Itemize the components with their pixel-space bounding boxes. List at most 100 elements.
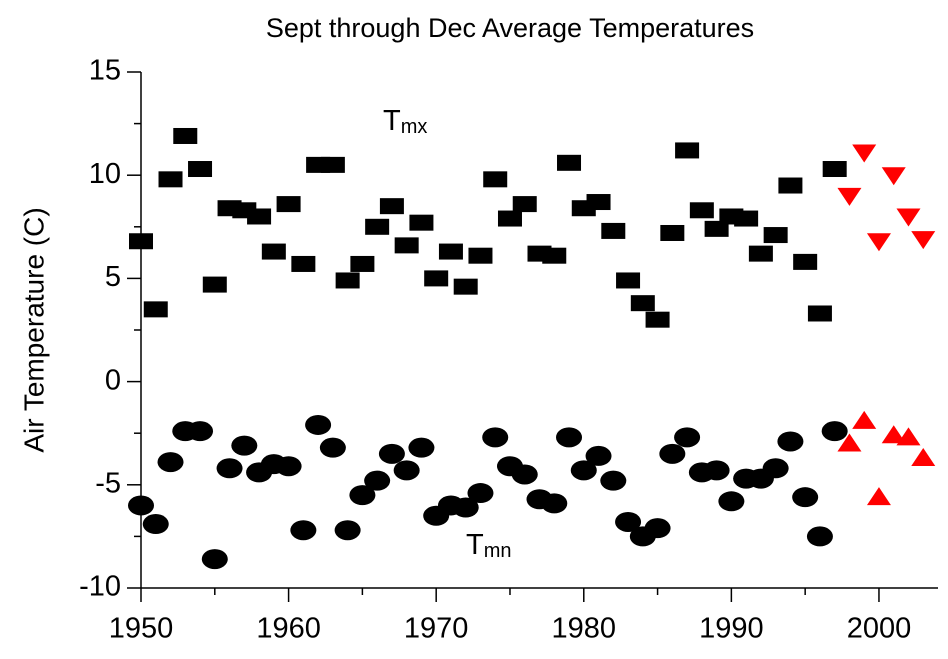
point bbox=[630, 295, 655, 312]
point bbox=[586, 194, 611, 211]
point bbox=[896, 427, 921, 446]
point bbox=[615, 511, 642, 532]
point bbox=[452, 497, 479, 518]
x-tick-label: 1980 bbox=[552, 613, 617, 645]
point bbox=[866, 233, 891, 252]
point bbox=[201, 549, 228, 570]
point bbox=[305, 414, 332, 435]
point bbox=[143, 301, 168, 318]
point bbox=[202, 276, 227, 293]
point bbox=[807, 305, 832, 322]
point bbox=[393, 460, 420, 481]
point bbox=[703, 460, 730, 481]
point bbox=[911, 231, 936, 250]
point bbox=[276, 196, 301, 213]
annotation: Tmn bbox=[466, 529, 512, 563]
point bbox=[379, 198, 404, 215]
point bbox=[157, 452, 184, 473]
point bbox=[718, 491, 745, 512]
x-tick-label: 1970 bbox=[404, 613, 469, 645]
x-tick-label: 1960 bbox=[256, 613, 321, 645]
point bbox=[852, 410, 877, 429]
point bbox=[556, 427, 583, 448]
point bbox=[601, 222, 626, 239]
point bbox=[188, 161, 213, 178]
point bbox=[187, 421, 214, 442]
point bbox=[231, 435, 258, 456]
annotation-sub: mn bbox=[484, 540, 512, 562]
annotation: Tmx bbox=[383, 105, 427, 139]
point bbox=[128, 495, 154, 516]
point bbox=[453, 278, 478, 295]
point bbox=[852, 144, 877, 163]
x-tick-label: 1950 bbox=[109, 613, 174, 645]
point bbox=[378, 443, 405, 464]
point bbox=[762, 458, 789, 479]
point bbox=[793, 253, 818, 270]
point bbox=[748, 245, 773, 262]
point bbox=[616, 272, 641, 289]
point bbox=[335, 272, 360, 289]
point bbox=[778, 177, 803, 194]
point bbox=[511, 464, 538, 485]
point bbox=[821, 421, 848, 442]
point bbox=[763, 227, 788, 244]
point bbox=[674, 427, 701, 448]
point bbox=[275, 456, 302, 477]
point bbox=[644, 518, 671, 539]
point bbox=[216, 458, 243, 479]
y-tick-label: -10 bbox=[79, 571, 121, 603]
point bbox=[320, 156, 345, 173]
point bbox=[482, 427, 509, 448]
point bbox=[261, 243, 286, 260]
x-tick-label: 2000 bbox=[847, 613, 912, 645]
point bbox=[290, 520, 317, 541]
point bbox=[364, 470, 391, 491]
point bbox=[600, 470, 627, 491]
point bbox=[409, 214, 434, 231]
point bbox=[291, 255, 316, 272]
point bbox=[866, 487, 891, 506]
point bbox=[365, 218, 390, 235]
point bbox=[911, 447, 936, 466]
point bbox=[483, 171, 508, 188]
point bbox=[512, 196, 537, 213]
point bbox=[822, 161, 847, 178]
point bbox=[142, 514, 169, 535]
point bbox=[792, 487, 819, 508]
y-tick-label: 0 bbox=[105, 364, 121, 396]
point bbox=[645, 311, 670, 328]
point bbox=[585, 445, 612, 466]
point bbox=[438, 243, 463, 260]
annotation-sub: mx bbox=[401, 116, 428, 138]
y-tick-label: 5 bbox=[105, 261, 121, 293]
chart-title: Sept through Dec Average Temperatures bbox=[266, 13, 754, 43]
point bbox=[158, 171, 183, 188]
point bbox=[896, 208, 921, 227]
point bbox=[349, 485, 376, 506]
point bbox=[541, 493, 568, 514]
point bbox=[247, 208, 272, 225]
point bbox=[806, 526, 833, 547]
x-tick-label: 1990 bbox=[699, 613, 764, 645]
annotation-main: T bbox=[383, 105, 401, 137]
point bbox=[704, 220, 729, 237]
point bbox=[734, 210, 759, 227]
y-tick-label: 10 bbox=[89, 158, 121, 190]
point bbox=[837, 187, 862, 206]
point bbox=[881, 425, 906, 444]
point bbox=[881, 167, 906, 186]
point bbox=[689, 202, 714, 219]
point bbox=[660, 224, 685, 241]
point bbox=[350, 255, 375, 272]
point bbox=[334, 520, 361, 541]
point bbox=[675, 142, 700, 159]
point bbox=[394, 237, 419, 254]
point bbox=[467, 483, 494, 504]
point bbox=[777, 431, 804, 452]
point bbox=[468, 247, 493, 264]
point bbox=[424, 270, 449, 287]
point bbox=[557, 154, 582, 171]
point bbox=[129, 233, 153, 250]
